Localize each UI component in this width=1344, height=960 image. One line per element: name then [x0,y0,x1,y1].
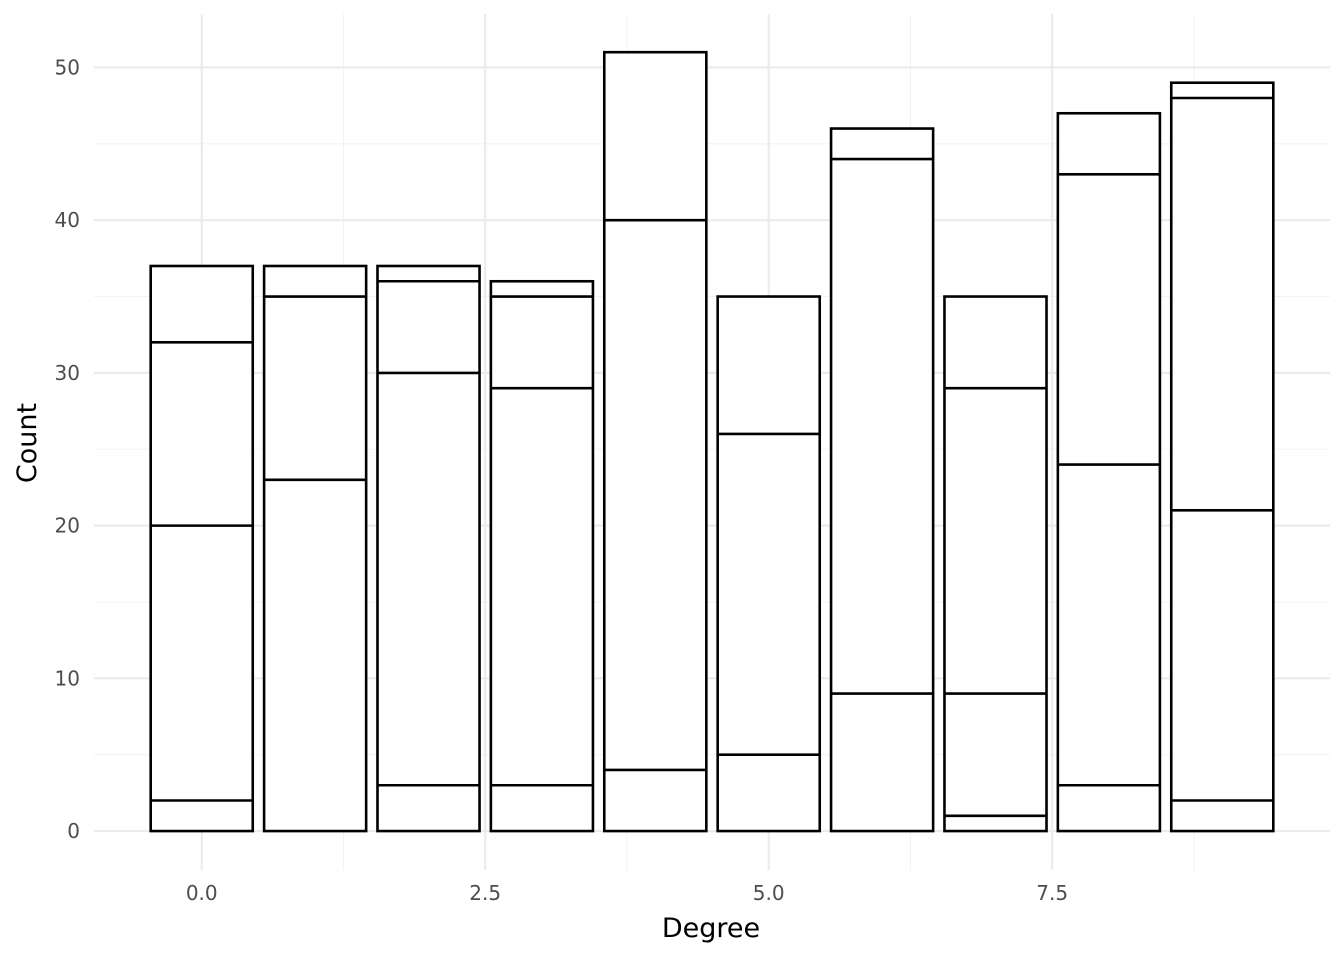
x-tick-label: 5.0 [753,881,785,905]
tick-labels-layer: 0.0 2.5 5.0 7.5 0 10 20 30 40 50 [55,55,1069,905]
bar-rect [1169,81,1275,833]
bar-6 [829,127,935,833]
bar-rect [1056,111,1162,833]
bar-rect [489,279,595,833]
bars-layer [149,50,1275,833]
y-tick-label: 40 [55,208,80,232]
y-tick-label: 20 [55,514,80,538]
y-axis-title: Count [12,403,43,483]
bar-3 [489,279,595,833]
bar-rect [262,264,368,833]
bar-rect [943,295,1048,833]
bar-5 [716,295,822,833]
x-axis-title: Degree [662,913,760,944]
y-tick-label: 0 [67,819,80,843]
bar-rect [829,127,935,833]
y-tick-label: 50 [55,55,80,79]
bar-rect [716,295,822,833]
y-tick-label: 30 [55,361,80,385]
bar-2 [376,264,481,833]
bar-rect [602,50,708,833]
bar-0 [149,264,255,833]
bar-rect [149,264,255,833]
bar-9 [1169,81,1275,833]
bar-1 [262,264,368,833]
y-tick-label: 10 [55,666,80,690]
bar-7 [943,295,1048,833]
x-tick-label: 0.0 [186,881,218,905]
bar-4 [602,50,708,833]
bar-8 [1056,111,1162,833]
x-tick-label: 2.5 [469,881,501,905]
bar-rect [376,264,481,833]
x-tick-label: 7.5 [1036,881,1068,905]
